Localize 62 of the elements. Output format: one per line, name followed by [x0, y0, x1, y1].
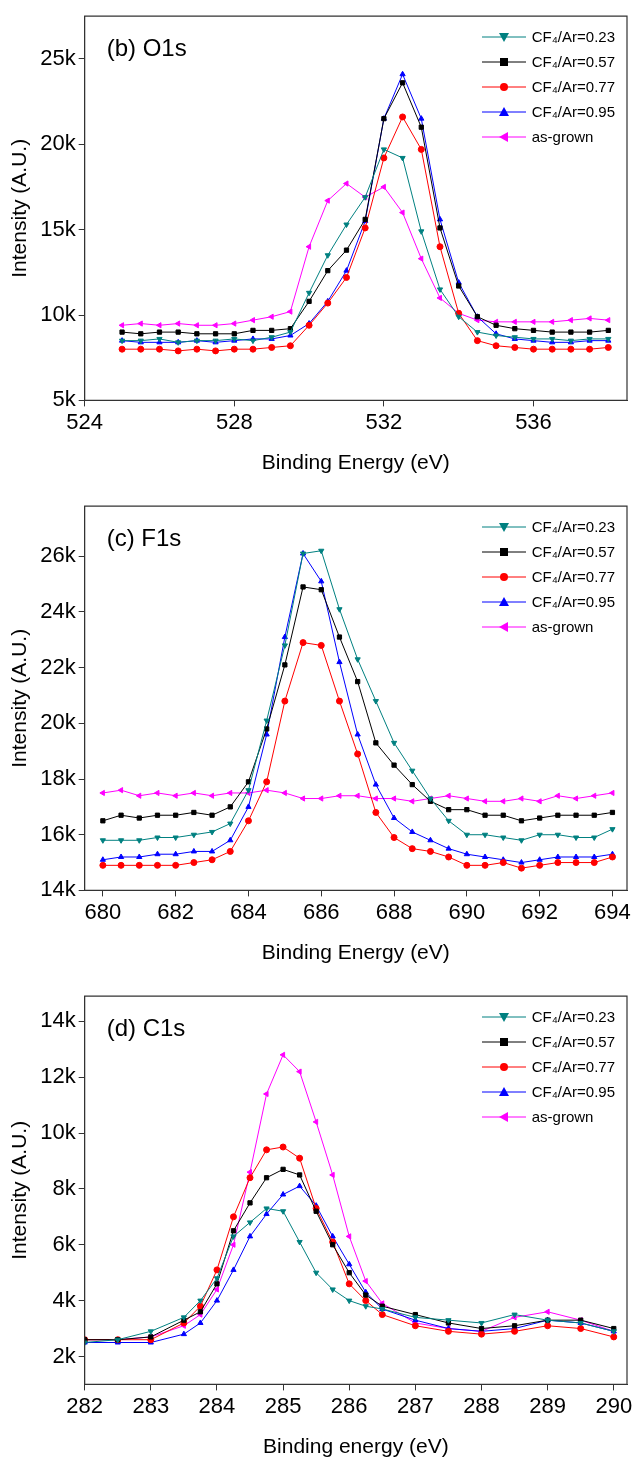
text: (c) F1s	[106, 524, 182, 553]
y-tick-label: 6k	[52, 1230, 77, 1256]
y-axis-title: Intensity (A.U.)	[7, 138, 31, 278]
y-tick-label: 14k	[40, 876, 77, 902]
y-tick-label: 18k	[40, 765, 77, 791]
x-axis-title: Binding energy (eV)	[263, 1434, 449, 1458]
legend-label: CF₄/Ar=0.95	[531, 103, 615, 121]
y-tick-label: 16k	[40, 820, 77, 846]
y-tick-label: 15k	[40, 215, 77, 241]
x-tick-label: 282	[66, 1392, 104, 1418]
y-tick-label: 8k	[52, 1174, 77, 1200]
legend-label: CF₄/Ar=0.77	[531, 568, 615, 586]
x-tick-label: 694	[594, 898, 631, 924]
x-tick-label: 686	[302, 898, 340, 924]
y-tick-label: 14k	[40, 1007, 77, 1033]
legend-label: as-grown	[531, 1108, 594, 1126]
legend-label: CF₄/Ar=0.23	[531, 518, 615, 536]
x-tick-label: 288	[463, 1392, 500, 1418]
legend-label: CF₄/Ar=0.57	[531, 543, 615, 561]
y-tick-label: 10k	[40, 1119, 77, 1145]
y-tick-label: 26k	[40, 542, 77, 568]
y-tick-label: 20k	[40, 130, 77, 156]
legend-label: CF₄/Ar=0.77	[531, 1058, 615, 1076]
x-axis-title: Binding Energy (eV)	[261, 940, 450, 964]
legend-label: CF₄/Ar=0.23	[531, 28, 615, 46]
x-tick-label: 285	[264, 1392, 302, 1418]
x-tick-label: 690	[448, 898, 486, 924]
x-tick-label: 682	[157, 898, 195, 924]
legend-label: CF₄/Ar=0.95	[531, 1083, 615, 1101]
y-tick-label: 20k	[40, 709, 77, 735]
x-axis-title: Binding Energy (eV)	[261, 450, 450, 474]
y-tick-label: 24k	[40, 598, 77, 624]
y-tick-label: 4k	[52, 1286, 77, 1312]
x-tick-label: 684	[230, 898, 267, 924]
legend-label: CF₄/Ar=0.57	[531, 1033, 615, 1051]
y-tick-label: 22k	[40, 653, 77, 679]
x-tick-label: 290	[595, 1392, 633, 1418]
x-tick-label: 284	[198, 1392, 236, 1418]
x-tick-label: 283	[132, 1392, 170, 1418]
legend-label: as-grown	[531, 618, 594, 636]
y-axis-title: Intensity (A.U.)	[7, 628, 31, 768]
legend-label: as-grown	[531, 128, 594, 146]
x-tick-label: 536	[515, 408, 552, 434]
y-tick-label: 25k	[40, 44, 77, 70]
legend-label: CF₄/Ar=0.23	[531, 1008, 615, 1026]
y-axis-title: Intensity (A.U.)	[7, 1120, 31, 1260]
x-tick-label: 286	[330, 1392, 368, 1418]
text: (d) C1s	[106, 1014, 186, 1043]
x-tick-label: 287	[397, 1392, 434, 1418]
y-tick-label: 2k	[52, 1342, 77, 1368]
legend-label: CF₄/Ar=0.77	[531, 78, 615, 96]
legend-label: CF₄/Ar=0.95	[531, 593, 615, 611]
x-tick-label: 688	[375, 898, 413, 924]
legend-label: CF₄/Ar=0.57	[531, 53, 615, 71]
y-tick-label: 10k	[40, 301, 77, 327]
x-tick-label: 289	[529, 1392, 566, 1418]
y-tick-label: 12k	[40, 1063, 77, 1089]
x-tick-label: 532	[365, 408, 403, 434]
x-tick-label: 692	[521, 898, 558, 924]
x-tick-label: 528	[215, 408, 253, 434]
x-tick-label: 680	[84, 898, 122, 924]
text: (b) O1s	[106, 34, 187, 63]
